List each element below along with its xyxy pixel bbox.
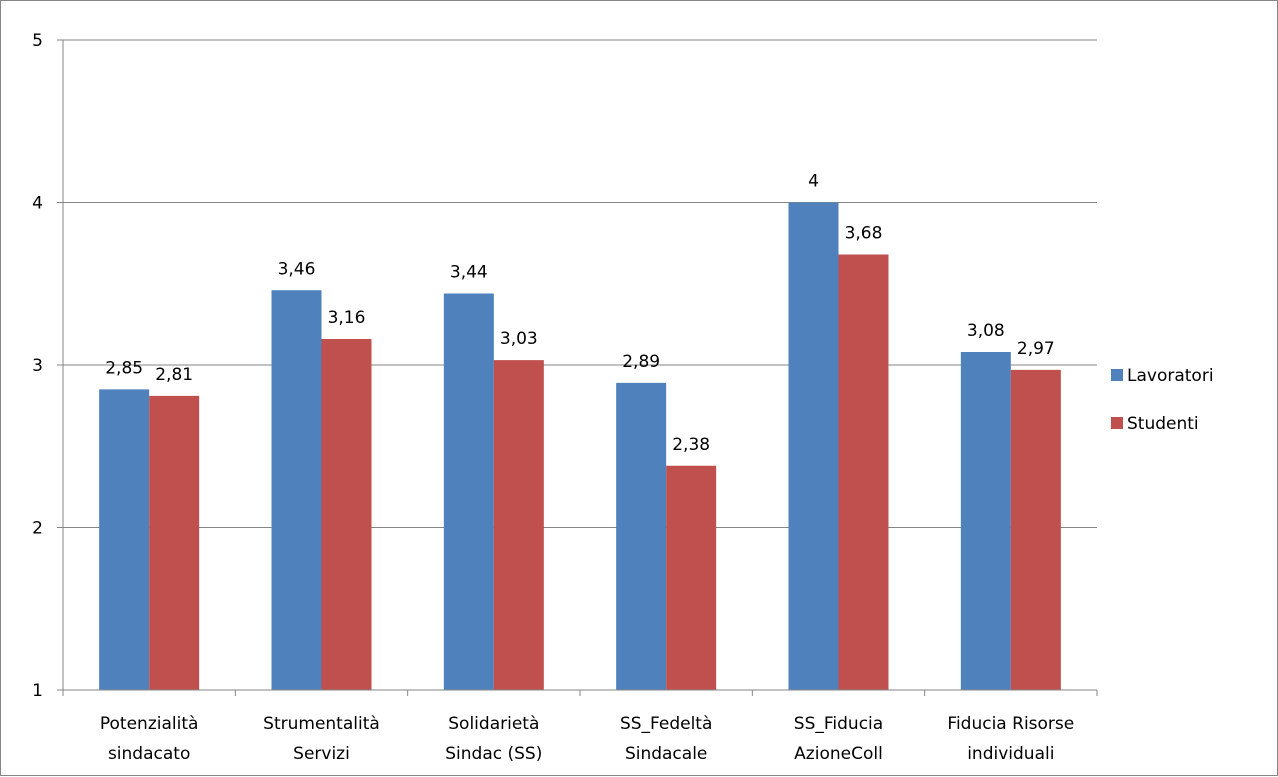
x-category-label: Sindac (SS) xyxy=(445,744,542,764)
legend-label-studenti: Studenti xyxy=(1127,414,1199,434)
legend-label-lavoratori: Lavoratori xyxy=(1127,366,1214,386)
bar-studenti xyxy=(493,360,544,690)
legend-swatch-studenti xyxy=(1111,417,1123,429)
x-category-label: AzioneColl xyxy=(794,744,883,764)
data-label: 3,03 xyxy=(500,329,538,349)
bar-studenti xyxy=(838,254,889,690)
bar-lavoratori xyxy=(960,352,1011,690)
bars xyxy=(99,202,1061,690)
bar-lavoratori xyxy=(271,290,322,690)
bar-lavoratori xyxy=(616,382,667,690)
bar-lavoratori xyxy=(443,293,494,690)
bar-studenti xyxy=(666,465,717,690)
data-label: 3,08 xyxy=(967,321,1005,341)
data-label: 3,68 xyxy=(845,224,883,244)
x-category-label: Servizi xyxy=(293,744,350,764)
data-label: 3,16 xyxy=(328,308,366,328)
data-label: 4 xyxy=(808,172,819,192)
gridlines xyxy=(63,39,1097,528)
bar-studenti xyxy=(149,395,200,690)
data-label: 3,44 xyxy=(450,263,488,283)
legend-swatch-lavoratori xyxy=(1111,369,1123,381)
x-category-label: Potenzialità xyxy=(100,714,199,734)
x-category-label: Sindacale xyxy=(625,744,707,764)
axes: 1 2 3 4 5 Potenzialità sindacato Strumentalità S… xyxy=(32,31,1098,764)
data-label: 2,81 xyxy=(155,365,193,385)
x-category-label: Solidarietà xyxy=(448,714,539,734)
y-tick-label: 1 xyxy=(32,681,43,701)
bar-lavoratori xyxy=(99,389,150,690)
y-tick-label: 5 xyxy=(32,31,43,51)
data-labels: 2,85 3,46 3,44 2,89 4 3,08 2,81 3,16 3,03 2,38 3,6… xyxy=(105,172,1055,455)
x-category-label: SS_Fedeltà xyxy=(620,714,712,734)
y-tick-label: 2 xyxy=(32,519,43,539)
x-category-label: Strumentalità xyxy=(263,714,380,734)
x-category-label: sindacato xyxy=(108,744,190,764)
legend: Lavoratori Studenti xyxy=(1111,366,1214,434)
data-label: 3,46 xyxy=(278,259,316,279)
data-label: 2,85 xyxy=(105,358,143,378)
data-label: 2,38 xyxy=(672,435,710,455)
bar-studenti xyxy=(1010,369,1061,690)
x-category-label: individuali xyxy=(967,744,1054,764)
data-label: 2,97 xyxy=(1017,339,1055,359)
x-category-label: Fiducia Risorse xyxy=(947,714,1074,734)
data-label: 2,89 xyxy=(622,352,660,372)
y-tick-label: 3 xyxy=(32,356,43,376)
bar-studenti xyxy=(321,339,372,690)
x-category-label: SS_Fiducia xyxy=(794,714,883,734)
y-tick-label: 4 xyxy=(32,194,43,214)
bar-lavoratori xyxy=(788,202,839,690)
